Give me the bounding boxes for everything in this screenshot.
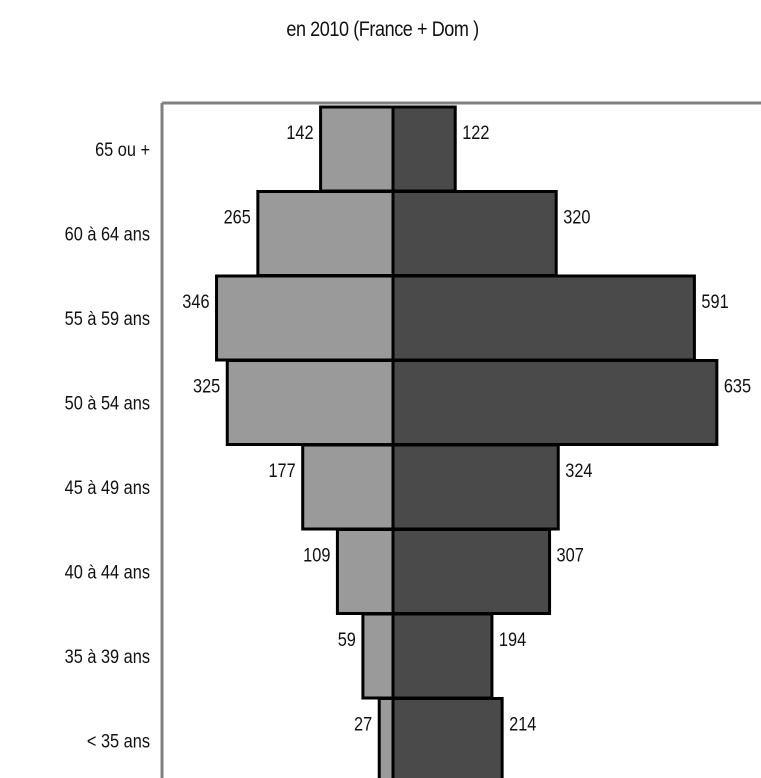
bar-left (361, 612, 395, 700)
data-label-right: 324 (565, 460, 592, 481)
data-label-left: 59 (338, 629, 356, 650)
category-label: 60 à 64 ans (65, 223, 150, 244)
bar-left (319, 105, 395, 193)
data-label-left: 325 (193, 375, 220, 396)
data-label-left: 177 (268, 460, 295, 481)
data-label-right: 122 (462, 122, 489, 143)
category-label: 50 à 54 ans (65, 392, 150, 413)
category-label: 65 ou + (95, 139, 150, 160)
labels-layer: 65 ou + 142 122 60 à 64 ans 265 320 55 à 59 an… (65, 122, 752, 752)
data-label-right: 591 (701, 291, 728, 312)
bar-left (215, 274, 395, 362)
data-label-right: 307 (557, 544, 584, 565)
bar-left (335, 528, 395, 615)
bar-left (256, 190, 395, 277)
axis-layer (160, 101, 761, 778)
category-label: 40 à 44 ans (65, 561, 150, 582)
category-label: 45 à 49 ans (65, 477, 150, 498)
bar-left (377, 697, 395, 778)
bar-left (301, 443, 395, 531)
bar-right (391, 612, 494, 700)
category-label: 35 à 39 ans (65, 646, 150, 667)
bar-right (391, 274, 696, 362)
category-label: 55 à 59 ans (65, 308, 150, 329)
data-label-right: 194 (499, 629, 526, 650)
data-label-left: 346 (182, 291, 209, 312)
bar-left (225, 359, 395, 446)
bar-right (391, 697, 504, 778)
data-label-left: 142 (286, 122, 313, 143)
data-label-left: 265 (224, 206, 251, 227)
bar-right (391, 190, 558, 277)
data-label-right: 635 (724, 375, 751, 396)
data-label-right: 214 (509, 713, 536, 734)
data-label-right: 320 (563, 206, 590, 227)
bar-right (391, 359, 719, 446)
bar-right (391, 443, 560, 531)
data-label-left: 27 (354, 713, 372, 734)
bar-right (391, 528, 552, 615)
data-label-left: 109 (303, 544, 330, 565)
category-label: < 35 ans (87, 730, 150, 751)
chart-title: en 2010 (France + Dom ) (286, 18, 479, 41)
bars-layer (215, 105, 719, 778)
bar-right (391, 105, 457, 193)
